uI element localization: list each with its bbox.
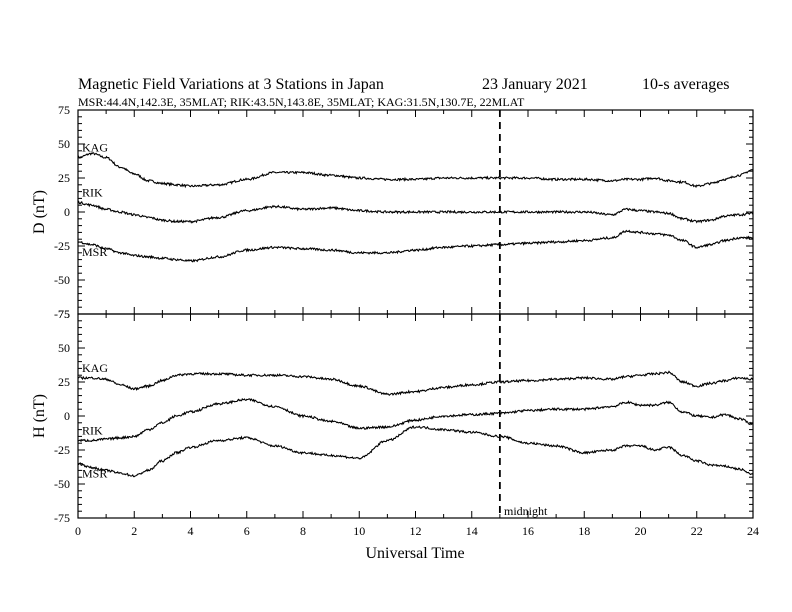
x-tick-label: 16: [522, 524, 534, 538]
chart-title: Magnetic Field Variations at 3 Stations …: [78, 76, 384, 93]
y-tick-label: 50: [58, 137, 70, 151]
series-line-kag: [77, 151, 754, 189]
x-tick-label: 14: [466, 524, 478, 538]
series-line-msr: [77, 425, 754, 478]
chart-date: 23 January 2021: [482, 76, 588, 93]
x-tick-label: 4: [188, 524, 194, 538]
x-tick-label: 18: [578, 524, 590, 538]
x-tick-label: 6: [244, 524, 250, 538]
panel-d: 75 50 25 0 -25 -50 -75 D (nT) KAG RIK MSR: [31, 103, 754, 321]
series-label-msr: MSR: [82, 467, 107, 481]
y-tick-label: 0: [64, 409, 70, 423]
x-tick-label: 22: [691, 524, 703, 538]
y-tick-label: -50: [54, 273, 70, 287]
series-line-msr: [77, 229, 754, 263]
x-tick-label: 0: [75, 524, 81, 538]
y-tick-label: -25: [54, 239, 70, 253]
series-line-kag: [77, 370, 754, 397]
series-label-kag: KAG: [82, 141, 108, 155]
y-tick-label: -75: [54, 511, 70, 525]
midnight-label: midnight: [504, 504, 548, 518]
series-line-rik: [77, 397, 754, 443]
plot-frame: [77, 313, 754, 519]
chart-averaging: 10-s averages: [642, 76, 730, 93]
x-tick-label: 2: [131, 524, 137, 538]
y-tick-label: 50: [58, 341, 70, 355]
y-tick-label: -50: [54, 477, 70, 491]
x-tick-label: 10: [353, 524, 365, 538]
y-tick-label: -25: [54, 443, 70, 457]
x-tick-label: 8: [300, 524, 306, 538]
y-tick-label: 25: [58, 171, 70, 185]
x-tick-label: 12: [410, 524, 422, 538]
y-tick-label: 75: [58, 307, 70, 321]
series-label-rik: RIK: [82, 423, 103, 437]
series-label-kag: KAG: [82, 361, 108, 375]
series-line-rik: [77, 200, 754, 224]
x-axis-label: Universal Time: [365, 545, 464, 562]
y-axis-label: H (nT): [31, 394, 48, 438]
stations-info: MSR:44.4N,142.3E, 35MLAT; RIK:43.5N,143.…: [78, 95, 525, 109]
y-axis-label: D (nT): [31, 190, 48, 234]
x-tick-label: 20: [635, 524, 647, 538]
y-tick-label: 25: [58, 375, 70, 389]
series-label-msr: MSR: [82, 245, 107, 259]
y-tick-label: 75: [58, 103, 70, 117]
y-tick-label: 0: [64, 205, 70, 219]
y-tick-label: -75: [54, 307, 70, 321]
x-tick-label: 24: [747, 524, 759, 538]
series-label-rik: RIK: [82, 185, 103, 199]
